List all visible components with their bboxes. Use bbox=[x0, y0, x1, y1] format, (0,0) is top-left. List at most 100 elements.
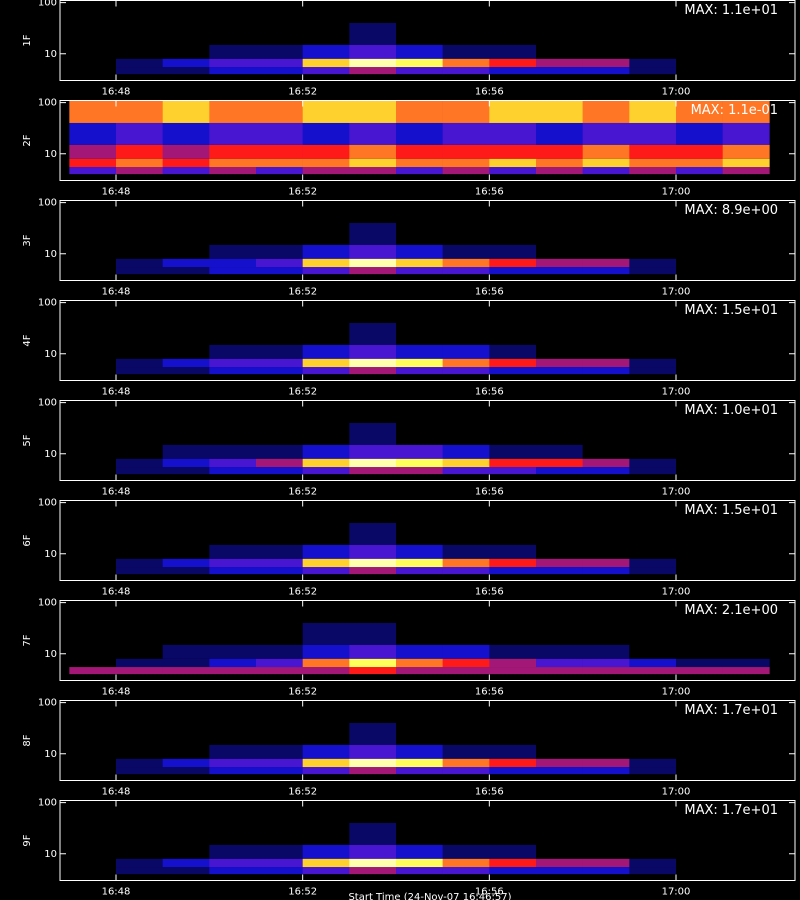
heatmap-cell bbox=[442, 467, 490, 475]
heatmap-cell bbox=[442, 444, 490, 459]
heatmap-cell bbox=[396, 58, 443, 68]
heatmap-cell bbox=[349, 700, 397, 723]
heatmap-cell bbox=[349, 222, 397, 245]
heatmap-cell bbox=[256, 58, 303, 68]
heatmap-cell bbox=[442, 144, 490, 159]
heatmap-cell bbox=[536, 844, 583, 859]
heatmap-cell bbox=[629, 222, 677, 245]
heatmap-cell bbox=[442, 400, 490, 423]
heatmap-cell bbox=[209, 22, 257, 45]
heatmap-cell bbox=[69, 800, 117, 823]
heatmap-cell bbox=[302, 444, 350, 459]
x-tick-label: 16:48 bbox=[102, 787, 131, 798]
heatmap-cell bbox=[256, 158, 303, 168]
heatmap-cell bbox=[536, 258, 583, 268]
x-tick-label: 16:48 bbox=[102, 387, 131, 398]
heatmap-cell bbox=[629, 58, 677, 68]
heatmap-cell bbox=[676, 344, 723, 359]
heatmap-cell bbox=[442, 44, 490, 59]
heatmap-cell bbox=[582, 558, 630, 568]
heatmap-cell bbox=[489, 867, 537, 875]
heatmap-cell bbox=[582, 867, 630, 875]
heatmap-cell bbox=[396, 700, 443, 723]
heatmap-cell bbox=[162, 744, 210, 759]
heatmap-cell bbox=[349, 644, 397, 659]
heatmap-cell bbox=[302, 400, 350, 423]
heatmap-cell bbox=[396, 222, 443, 245]
heatmap-cell bbox=[349, 67, 397, 75]
heatmap-cell bbox=[582, 58, 630, 68]
heatmap-cell bbox=[722, 558, 770, 568]
heatmap-cell bbox=[676, 722, 723, 745]
heatmap-cell bbox=[629, 522, 677, 545]
heatmap-cell bbox=[722, 267, 770, 275]
heatmap-cell bbox=[162, 0, 210, 23]
heatmap-cell bbox=[349, 667, 397, 675]
heatmap-cell bbox=[489, 522, 537, 545]
heatmap-cell bbox=[442, 858, 490, 868]
heatmap-cell bbox=[69, 722, 117, 745]
heatmap-cell bbox=[629, 667, 677, 675]
heatmap-cell bbox=[396, 44, 443, 59]
heatmap-cell bbox=[349, 100, 397, 123]
heatmap-cell bbox=[629, 267, 677, 275]
heatmap-cell bbox=[676, 458, 723, 468]
heatmap-cell bbox=[69, 100, 117, 123]
heatmap-cell bbox=[489, 767, 537, 775]
y-tick-label: 100 bbox=[38, 598, 57, 609]
heatmap-cell bbox=[629, 622, 677, 645]
y-tick-label: 10 bbox=[44, 149, 57, 160]
heatmap-cell bbox=[209, 100, 257, 123]
heatmap-cell bbox=[676, 322, 723, 345]
heatmap-cell bbox=[69, 358, 117, 368]
heatmap-cell bbox=[722, 600, 770, 623]
heatmap-cell bbox=[209, 258, 257, 268]
heatmap-cell bbox=[162, 300, 210, 323]
heatmap-cell bbox=[302, 522, 350, 545]
heatmap-cell bbox=[489, 158, 537, 168]
heatmap-cell bbox=[209, 444, 257, 459]
y-tick-label: 100 bbox=[38, 798, 57, 809]
heatmap-cell bbox=[629, 458, 677, 468]
heatmap-cell bbox=[116, 467, 163, 475]
heatmap-cell bbox=[722, 844, 770, 859]
heatmap-cell bbox=[162, 444, 210, 459]
heatmap-cell bbox=[629, 567, 677, 575]
heatmap-cell bbox=[256, 0, 303, 23]
heatmap-cell bbox=[256, 167, 303, 175]
heatmap-cell bbox=[536, 758, 583, 768]
heatmap-cell bbox=[676, 522, 723, 545]
heatmap-cell bbox=[302, 767, 350, 775]
heatmap-cell bbox=[116, 358, 163, 368]
heatmap-cell bbox=[676, 258, 723, 268]
x-tick-label: 16:52 bbox=[288, 87, 317, 98]
heatmap-cell bbox=[349, 658, 397, 668]
heatmap-cell bbox=[302, 844, 350, 859]
heatmap-cell bbox=[582, 158, 630, 168]
heatmap-cell bbox=[396, 0, 443, 23]
heatmap-cell bbox=[582, 467, 630, 475]
x-tick-label: 16:52 bbox=[288, 287, 317, 298]
heatmap-cell bbox=[629, 367, 677, 375]
heatmap-cell bbox=[442, 0, 490, 23]
heatmap-cell bbox=[536, 222, 583, 245]
heatmap-cell bbox=[69, 344, 117, 359]
heatmap-cell bbox=[582, 44, 630, 59]
heatmap-cell bbox=[302, 467, 350, 475]
heatmap-cell bbox=[442, 458, 490, 468]
heatmap-cell bbox=[442, 300, 490, 323]
heatmap-cell bbox=[396, 867, 443, 875]
heatmap-cell bbox=[676, 44, 723, 59]
heatmap-cell bbox=[676, 644, 723, 659]
heatmap-cell bbox=[256, 600, 303, 623]
heatmap-cell bbox=[442, 244, 490, 259]
x-tick-label: 16:56 bbox=[475, 187, 504, 198]
heatmap-cell bbox=[629, 322, 677, 345]
heatmap-cell bbox=[582, 422, 630, 445]
heatmap-cell bbox=[722, 867, 770, 875]
heatmap-cell bbox=[116, 58, 163, 68]
heatmap-cell bbox=[256, 44, 303, 59]
heatmap-cell bbox=[209, 500, 257, 523]
heatmap-cell bbox=[536, 622, 583, 645]
heatmap-cell bbox=[396, 658, 443, 668]
